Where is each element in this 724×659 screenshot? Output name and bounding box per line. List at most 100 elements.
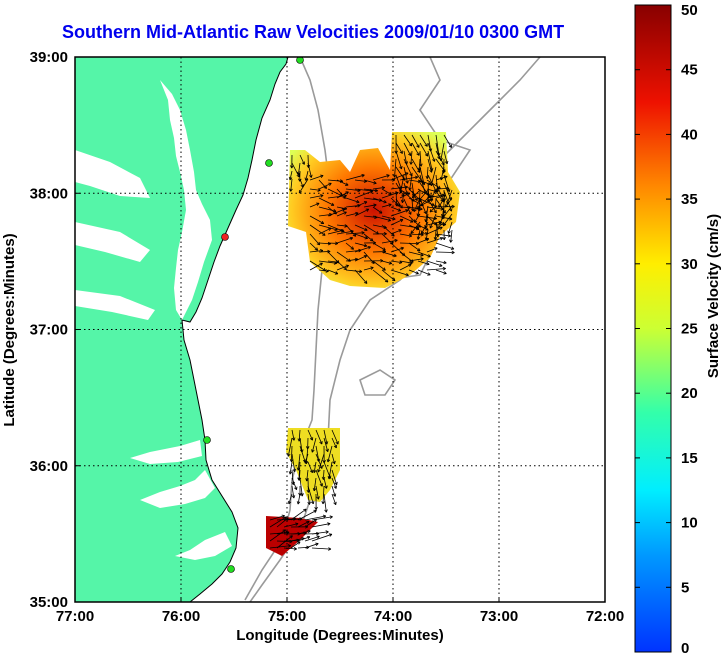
velocity-arrow: [408, 233, 424, 236]
velocity-arrow: [354, 255, 367, 262]
hf-radar-stations: [203, 57, 304, 573]
velocity-arrow: [399, 260, 413, 264]
velocity-arrow: [309, 233, 320, 246]
velocity-arrow: [307, 493, 310, 505]
velocity-arrow: [429, 205, 437, 213]
velocity-arrow: [435, 260, 447, 264]
velocity-arrow: [289, 461, 293, 475]
y-tick-label: 36:00: [30, 458, 68, 475]
velocity-arrow: [336, 191, 349, 199]
velocity-arrow: [372, 215, 391, 222]
velocity-arrow: [425, 205, 429, 223]
velocity-arrow: [390, 209, 409, 217]
velocity-arrow: [354, 208, 369, 217]
velocity-arrow: [372, 197, 387, 203]
velocity-arrow: [318, 182, 332, 190]
velocity-arrow: [299, 477, 303, 497]
velocity-arrow: [354, 269, 368, 284]
velocity-arrow: [417, 197, 435, 206]
velocity-arrow: [399, 192, 411, 199]
velocity-arrow: [354, 224, 368, 231]
velocity-arrow: [395, 150, 402, 170]
velocity-arrow: [400, 174, 405, 193]
velocity-arrow: [299, 154, 305, 165]
velocity-arrow: [372, 242, 386, 251]
y-tick-label: 38:00: [30, 185, 68, 202]
velocity-arrow: [298, 178, 309, 194]
velocity-arrow: [304, 518, 317, 528]
velocity-arrow: [345, 212, 359, 217]
velocity-arrow: [414, 213, 421, 223]
velocity-arrow: [298, 461, 301, 481]
velocity-arrow: [417, 179, 431, 185]
colorbar-tick-label: 50: [681, 2, 698, 19]
velocity-arrow: [426, 179, 441, 189]
velocity-arrow: [313, 477, 317, 491]
velocity-arrow: [318, 269, 329, 272]
velocity-arrow: [323, 429, 328, 445]
velocity-arrow: [322, 485, 325, 504]
velocity-arrow: [372, 187, 385, 190]
velocity-arrow: [269, 545, 291, 549]
velocity-arrow: [442, 205, 445, 217]
velocity-arrow: [304, 515, 326, 521]
velocity-arrow: [417, 269, 431, 276]
potomac-river: [75, 150, 150, 198]
velocity-arrow: [315, 429, 323, 445]
velocity-arrow: [318, 227, 332, 235]
velocity-arrow: [311, 547, 331, 550]
velocity-arrow: [363, 251, 375, 264]
velocity-arrow: [434, 229, 437, 240]
velocity-arrow: [419, 166, 425, 185]
velocity-arrow: [411, 134, 420, 148]
velocity-arrow: [417, 224, 429, 231]
velocity-arrow: [372, 260, 386, 271]
velocity-arrow: [276, 531, 290, 535]
velocity-arrow: [283, 523, 299, 528]
velocity-arrow: [381, 233, 394, 245]
velocity-arrow: [345, 174, 365, 181]
velocity-arrow: [276, 535, 293, 549]
velocity-arrow: [290, 445, 293, 462]
chesapeake-bay: [160, 80, 212, 320]
velocity-arrow: [315, 469, 323, 487]
velocity-arrow: [403, 166, 409, 184]
velocity-arrow: [435, 251, 455, 253]
velocity-arrow: [311, 523, 331, 528]
colorbar-label: Surface Velocity (cm/s): [705, 214, 722, 378]
velocity-arrow: [427, 158, 432, 173]
velocity-arrow: [299, 445, 306, 463]
pamlico-sound: [140, 470, 215, 508]
velocity-arrow: [315, 485, 319, 500]
velocity-arrow: [336, 206, 347, 210]
velocity-arrow: [443, 174, 450, 192]
velocity-arrow: [309, 188, 321, 191]
velocity-arrow: [323, 493, 327, 513]
velocity-arrow: [269, 515, 285, 521]
velocity-arrow: [304, 535, 320, 542]
velocity-arrow: [276, 517, 289, 528]
velocity-arrow: [309, 262, 323, 271]
velocity-arrow: [345, 232, 365, 235]
velocity-arrow: [269, 516, 287, 528]
velocity-arrow: [363, 233, 374, 242]
velocity-arrow: [318, 213, 332, 217]
velocity-arrow: [336, 237, 353, 244]
velocity-arrow: [419, 150, 422, 167]
velocity-arrow: [419, 134, 428, 147]
x-tick-label: 73:00: [480, 608, 518, 625]
velocity-arrow: [403, 158, 413, 177]
colorbar-tick-label: 0: [681, 640, 689, 657]
grid-lines: [75, 57, 605, 602]
velocity-arrow: [290, 178, 293, 192]
velocity-arrow: [425, 229, 429, 241]
velocity-arrow: [336, 224, 348, 227]
velocity-arrow: [381, 239, 398, 244]
velocity-arrow: [345, 258, 358, 262]
velocity-arrow: [403, 182, 408, 195]
rappahannock-river: [75, 222, 150, 262]
velocity-arrow: [307, 461, 313, 473]
velocity-arrow: [435, 221, 439, 237]
velocity-arrow: [411, 142, 420, 156]
